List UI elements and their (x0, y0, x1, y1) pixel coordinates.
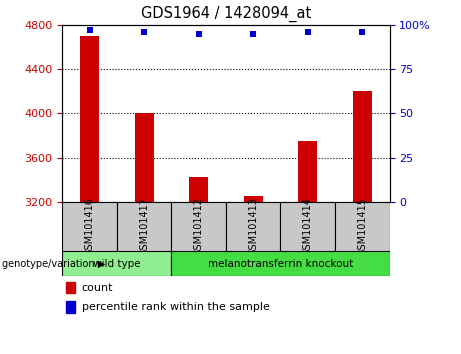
Bar (117, 202, 171, 251)
Bar (171, 202, 226, 251)
Bar (298, 141, 317, 202)
Bar (189, 177, 208, 202)
Bar (135, 113, 154, 202)
Text: GSM101414: GSM101414 (303, 197, 313, 256)
Bar (335, 202, 390, 251)
Bar (226, 202, 280, 251)
Bar (280, 202, 335, 251)
Text: percentile rank within the sample: percentile rank within the sample (82, 302, 270, 312)
Bar (171, 251, 390, 276)
Text: wild type: wild type (93, 259, 141, 269)
Text: count: count (82, 282, 113, 293)
Bar (62, 202, 117, 251)
Text: GSM101417: GSM101417 (139, 197, 149, 256)
Bar (80, 36, 99, 202)
Bar (62, 251, 171, 276)
Text: GSM101413: GSM101413 (248, 197, 258, 256)
Text: genotype/variation ▶: genotype/variation ▶ (2, 259, 106, 269)
Bar (353, 91, 372, 202)
Bar (243, 196, 263, 202)
Text: GSM101412: GSM101412 (194, 197, 204, 256)
Text: GSM101416: GSM101416 (84, 197, 95, 256)
Text: GSM101415: GSM101415 (357, 197, 367, 256)
Bar (65, 282, 75, 293)
Title: GDS1964 / 1428094_at: GDS1964 / 1428094_at (141, 6, 311, 22)
Bar (65, 301, 75, 313)
Text: melanotransferrin knockout: melanotransferrin knockout (208, 259, 353, 269)
